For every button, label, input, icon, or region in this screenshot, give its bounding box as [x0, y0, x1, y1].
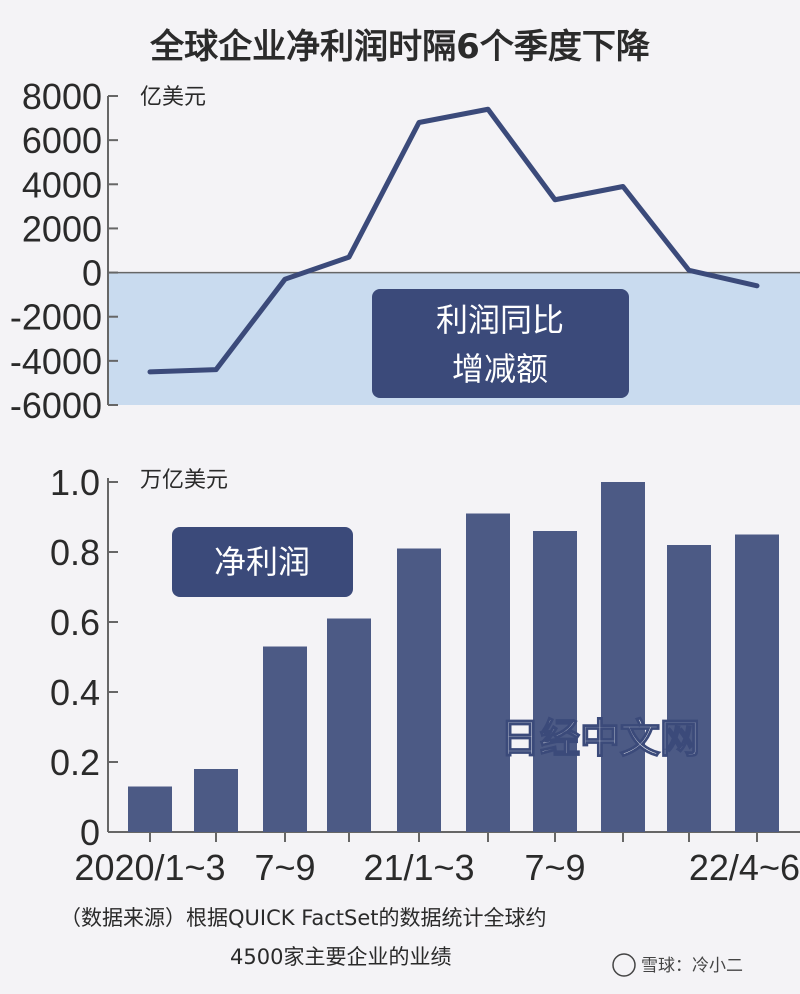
brand-text: 雪球：冷小二	[641, 956, 743, 976]
bottom-y-tick-label: 0.2	[50, 742, 100, 783]
snowball-logo-icon	[612, 953, 636, 977]
bars	[128, 482, 779, 842]
top-y-tick-label: 8000	[22, 76, 102, 117]
x-tick-label: 7~9	[524, 847, 585, 888]
bottom-y-tick-label: 0	[80, 812, 100, 853]
bar	[194, 769, 238, 832]
bar	[533, 531, 577, 832]
top-y-tick-label: -6000	[10, 385, 102, 426]
top-y-tick-label: 6000	[22, 120, 102, 161]
bottom-y-tick-label: 0.8	[50, 532, 100, 573]
profit-change-label-line2: 增减额	[452, 350, 548, 388]
top-unit-label: 亿美元	[140, 85, 206, 110]
bar	[667, 545, 711, 832]
bar	[128, 786, 172, 832]
bar	[601, 482, 645, 832]
x-tick-label: 7~9	[254, 847, 315, 888]
bottom-y-ticks: 1.0 0.8 0.6 0.4 0.2 0	[50, 462, 118, 853]
watermark: 日经中文网	[500, 716, 700, 762]
top-y-tick-label: 0	[82, 253, 102, 294]
source-note-line1: （数据来源）根据QUICK FactSet的数据统计全球约	[60, 906, 547, 930]
bar	[263, 646, 307, 832]
x-tick-label: 22/4~6	[689, 847, 800, 888]
profit-change-label-line1: 利润同比	[436, 301, 564, 339]
brand-badge: 雪球：冷小二	[612, 953, 743, 977]
bar	[735, 534, 779, 832]
bar	[466, 513, 510, 832]
bar-chart: 1.0 0.8 0.6 0.4 0.2 0 万亿美元 净利润 日经中文网 2020/1~3…	[50, 462, 800, 888]
net-profit-label: 净利润	[214, 543, 310, 581]
top-y-tick-label: 2000	[22, 208, 102, 249]
x-tick-label: 21/1~3	[363, 847, 474, 888]
bottom-y-tick-label: 0.6	[50, 602, 100, 643]
chart-title: 全球企业净利润时隔6个季度下降	[149, 27, 651, 67]
source-note-line2: 4500家主要企业的业绩	[230, 945, 451, 969]
top-y-tick-label: -2000	[10, 297, 102, 338]
top-y-tick-label: 4000	[22, 164, 102, 205]
bottom-y-tick-label: 1.0	[50, 462, 100, 503]
x-tick-label: 2020/1~3	[74, 847, 225, 888]
profit-change-label-box	[372, 289, 629, 398]
bar	[397, 548, 441, 832]
net-profit-label-box	[172, 527, 353, 597]
profit-change-series-line	[147, 106, 760, 375]
bottom-unit-label: 万亿美元	[140, 468, 228, 493]
x-tick-labels: 2020/1~3 7~9 21/1~3 7~9 22/4~6	[74, 847, 800, 888]
top-y-tick-label: -4000	[10, 341, 102, 382]
bottom-y-tick-label: 0.4	[50, 672, 100, 713]
bar	[327, 618, 371, 832]
